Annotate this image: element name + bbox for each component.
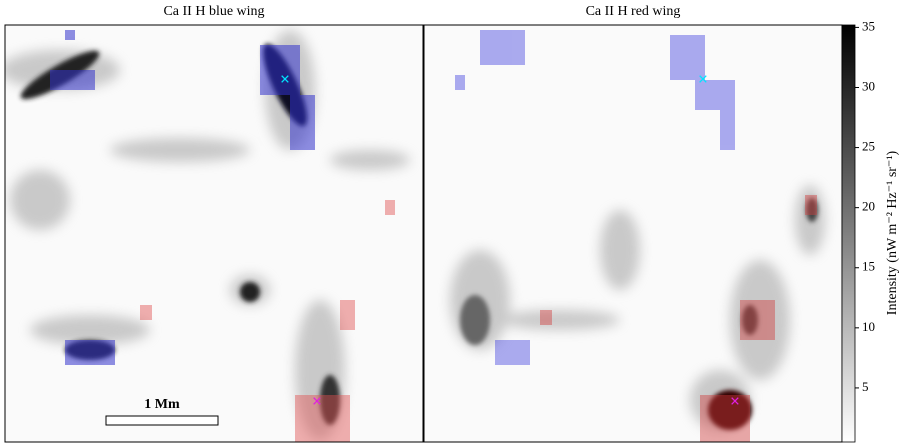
- colorbar-label: Intensity (nW m⁻² Hz⁻¹ sr⁻¹): [885, 150, 900, 315]
- scale-bar-label: 1 Mm: [144, 397, 180, 412]
- figure: Ca II H blue wing Ca II H red wing × ×: [0, 0, 904, 448]
- colorbar-tick-label: 5: [862, 379, 869, 394]
- scale-bar: [106, 416, 218, 425]
- colorbar-tick-label: 35: [862, 18, 875, 33]
- right-image: × ×: [424, 25, 842, 442]
- panel-title: Ca II H red wing: [586, 4, 681, 19]
- colorbar: [842, 25, 855, 442]
- colorbar-tick-label: 10: [862, 319, 875, 334]
- colorbar-tick-label: 30: [862, 78, 875, 93]
- page: {"chart_data": {"type": "image", "titles…: [0, 0, 904, 448]
- colorbar-tick-label: 15: [862, 259, 875, 274]
- colorbar-tick-label: 25: [862, 139, 875, 154]
- marker: ×: [312, 391, 322, 411]
- panel-title: Ca II H blue wing: [163, 4, 264, 19]
- marker: ×: [730, 391, 740, 411]
- marker: ×: [698, 69, 708, 89]
- colorbar-tick-label: 20: [862, 199, 875, 214]
- marker: ×: [280, 69, 290, 89]
- left-image: × × 1 Mm: [0, 25, 423, 442]
